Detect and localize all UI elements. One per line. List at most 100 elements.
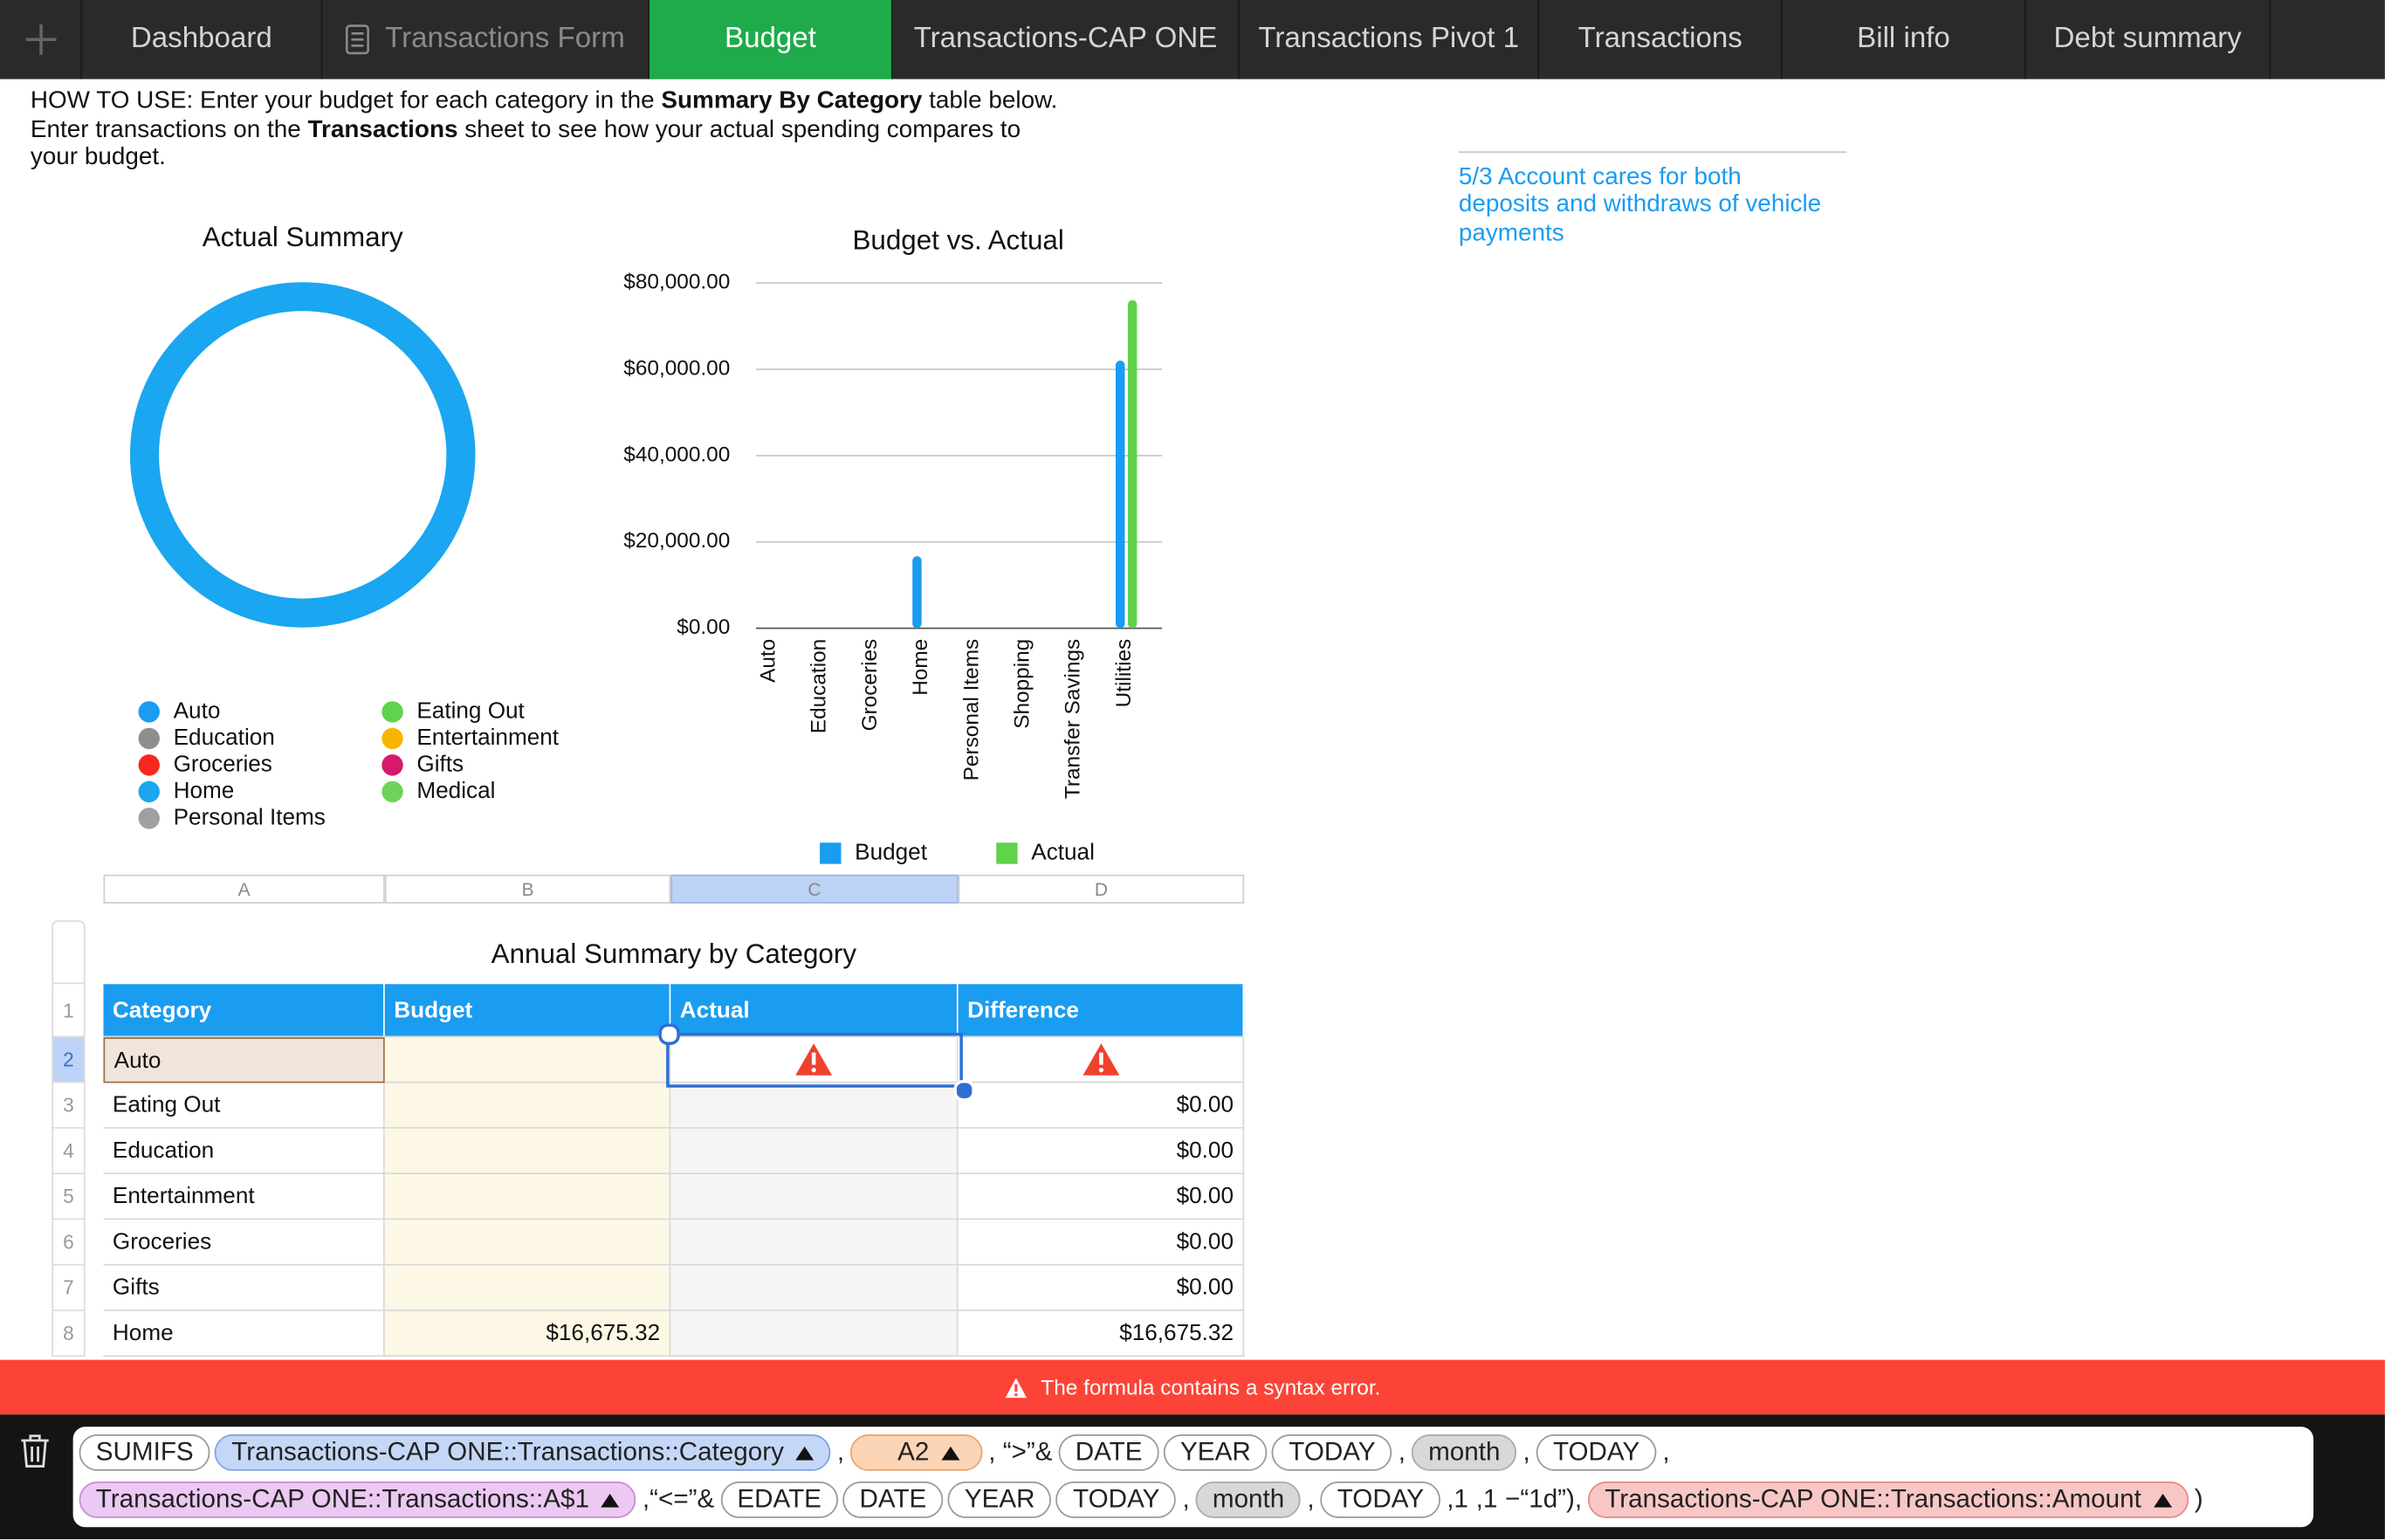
table-cell: Home <box>103 1310 385 1358</box>
row-number: 4 <box>52 1128 86 1175</box>
x-tick-label: Shopping <box>1010 639 1034 729</box>
x-tick-label: Transfer Savings <box>1062 639 1085 799</box>
form-icon <box>346 24 370 55</box>
formula-token: , “>”& <box>987 1434 1055 1471</box>
formula-token-text: SUMIFS <box>95 1437 194 1467</box>
formula-token: , <box>1306 1482 1316 1518</box>
header-cell: Category <box>103 984 385 1038</box>
legend-label: Gifts <box>416 750 464 776</box>
formula-token[interactable]: SUMIFS <box>79 1433 210 1471</box>
formula-token-text: , <box>1522 1437 1530 1467</box>
table-cell: Eating Out <box>103 1083 385 1129</box>
legend-swatch <box>138 754 160 776</box>
sheet-tab[interactable]: Dashboard <box>82 0 323 79</box>
table-cell: Auto <box>103 1037 385 1083</box>
legend-label: Entertainment <box>416 724 559 750</box>
y-tick-label: $40,000.00 <box>623 443 730 466</box>
formula-token[interactable]: Transactions-CAP ONE::Transactions::A$1 <box>79 1482 636 1518</box>
formula-token[interactable]: TODAY <box>1272 1433 1392 1471</box>
table-cell <box>670 1310 959 1358</box>
error-icon <box>795 1043 833 1076</box>
formula-token: , <box>1661 1434 1672 1471</box>
plus-icon <box>24 24 56 55</box>
formula-token[interactable]: DATE <box>842 1482 944 1518</box>
y-tick-label: $80,000.00 <box>623 271 730 294</box>
formula-token[interactable]: TODAY <box>1536 1433 1657 1471</box>
table-cell <box>670 1037 959 1083</box>
formula-token[interactable]: Transactions-CAP ONE::Transactions::Cate… <box>215 1433 831 1471</box>
reference-menu-arrow <box>795 1446 814 1460</box>
instruction-text: your budget. <box>30 144 166 171</box>
table-cell <box>670 1174 959 1220</box>
formula-token[interactable]: month <box>1411 1433 1517 1471</box>
row-number: 3 <box>52 1083 86 1129</box>
bar <box>1127 299 1138 629</box>
legend-label: Personal Items <box>174 803 326 829</box>
x-tick-label: Personal Items <box>959 639 983 781</box>
sheet-tab[interactable]: Bill info <box>1783 0 2026 79</box>
formula-token: ,1 <box>1474 1482 1499 1518</box>
formula-token-text: month <box>1428 1437 1501 1467</box>
delete-icon[interactable] <box>18 1433 52 1469</box>
bar <box>1115 361 1125 629</box>
formula-token-text: , <box>836 1437 845 1467</box>
sheet-tab[interactable]: Budget <box>649 0 893 79</box>
table-cell <box>384 1128 671 1175</box>
table-cell <box>384 1220 671 1266</box>
formula-token[interactable]: TODAY <box>1055 1482 1177 1518</box>
sheet-tab[interactable]: Transactions-CAP ONE <box>893 0 1240 79</box>
legend-swatch <box>138 727 160 750</box>
x-tick-label: Auto <box>757 639 780 683</box>
table-cell <box>670 1128 959 1175</box>
legend-swatch <box>138 780 160 803</box>
form-icon-body <box>346 24 370 55</box>
formula-token[interactable]: A2 <box>850 1433 983 1471</box>
formula-token[interactable]: EDATE <box>720 1482 839 1518</box>
formula-token[interactable]: Transactions-CAP ONE::Transactions::Amou… <box>1588 1482 2189 1518</box>
formula-token: , <box>1397 1434 1407 1471</box>
table-cell: $0.00 <box>958 1220 1245 1266</box>
add-sheet-button[interactable] <box>0 0 83 79</box>
table-cell <box>670 1083 959 1129</box>
formula-token[interactable]: month <box>1195 1482 1302 1518</box>
legend-label: Auto <box>174 697 221 723</box>
sheet-tab[interactable]: Transactions Pivot 1 <box>1240 0 1540 79</box>
table-cell: $0.00 <box>958 1265 1245 1311</box>
x-tick-label: Groceries <box>858 639 882 732</box>
formula-token-text: TODAY <box>1073 1484 1160 1514</box>
formula-token[interactable]: TODAY <box>1320 1482 1441 1518</box>
x-tick-label: Home <box>909 639 932 696</box>
formula-token: ) <box>2193 1482 2204 1518</box>
error-text: The formula contains a syntax error. <box>1041 1375 1381 1399</box>
header-cell: Budget <box>384 984 671 1038</box>
error-icon-dot <box>811 1068 816 1073</box>
formula-token[interactable]: DATE <box>1058 1433 1159 1471</box>
chart-title: Budget vs. Actual <box>852 224 1063 255</box>
sheet-tab[interactable]: Transactions <box>1539 0 1783 79</box>
formula-token-text: , <box>1182 1484 1190 1514</box>
sheet-tab[interactable]: Debt summary <box>2026 0 2272 79</box>
legend-swatch <box>138 808 160 829</box>
formula-token: ,“<=”& <box>641 1482 716 1518</box>
selection-outline <box>666 1033 963 1088</box>
sheet-tab-label: Dashboard <box>130 23 272 55</box>
formula-token: ,1 <box>1445 1482 1469 1518</box>
column-header: A <box>103 874 385 904</box>
row-number: 7 <box>52 1265 86 1311</box>
row-number: 5 <box>52 1174 86 1220</box>
formula-token[interactable]: YEAR <box>947 1482 1052 1518</box>
legend-label: Actual <box>1031 838 1095 864</box>
sheet-tab[interactable]: Transactions Form <box>322 0 650 79</box>
header-cell: Actual <box>670 984 959 1038</box>
table-cell: Education <box>103 1128 385 1175</box>
sheet-tab-label: Bill info <box>1857 23 1950 55</box>
formula-token[interactable]: YEAR <box>1163 1433 1268 1471</box>
formula-token-text: DATE <box>859 1484 927 1514</box>
table-title: Annual Summary by Category <box>491 938 856 969</box>
formula-token-text: TODAY <box>1289 1437 1376 1467</box>
formula-line: Transactions-CAP ONE::Transactions::A$1,… <box>79 1479 2205 1522</box>
legend-swatch <box>820 842 842 864</box>
reference-menu-arrow <box>601 1493 620 1507</box>
note-line: deposits and withdraws of vehicle <box>1458 192 1822 218</box>
